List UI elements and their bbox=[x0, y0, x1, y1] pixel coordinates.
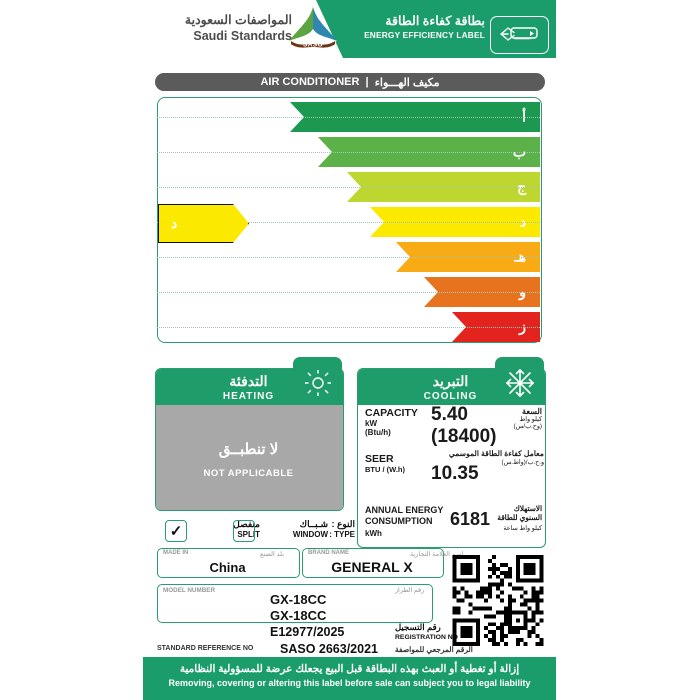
svg-text:SASO: SASO bbox=[303, 41, 323, 48]
